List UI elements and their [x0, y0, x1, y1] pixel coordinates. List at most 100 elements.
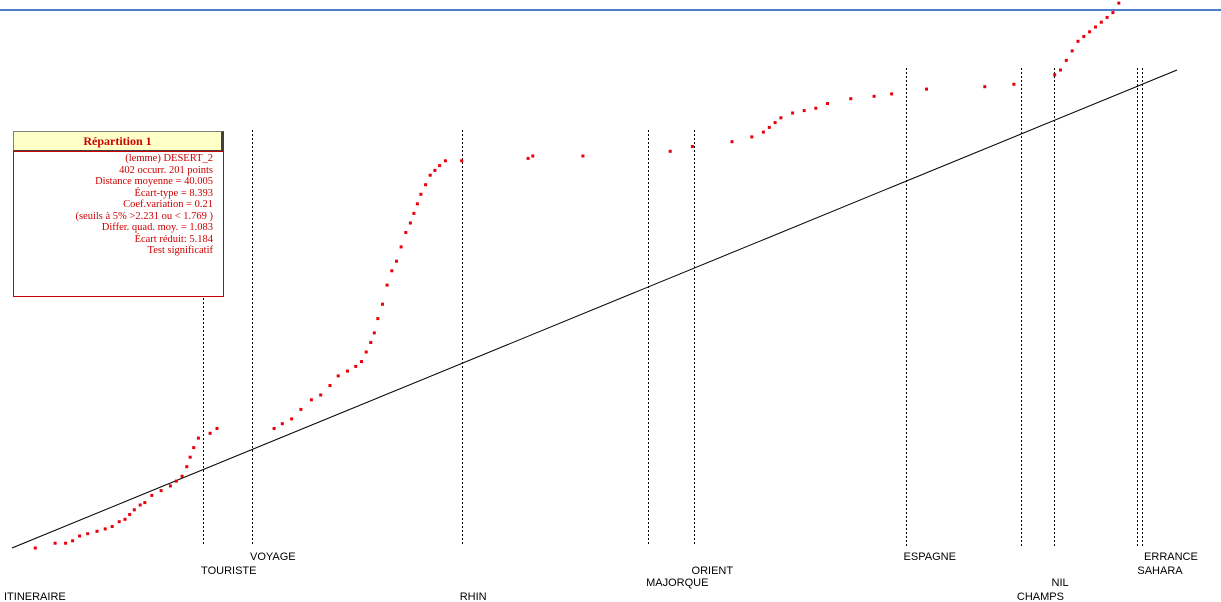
data-point [1012, 82, 1016, 86]
data-point [408, 221, 412, 225]
marker-label-majorque: MAJORQUE [646, 577, 708, 589]
data-point [364, 350, 368, 354]
data-point [791, 111, 795, 115]
data-point [1111, 11, 1115, 15]
data-point [750, 135, 754, 139]
data-point [71, 539, 75, 543]
data-point [433, 168, 437, 172]
data-point [290, 417, 294, 421]
data-point [1059, 68, 1062, 72]
data-point [872, 94, 876, 98]
data-point [419, 192, 423, 196]
data-point [360, 360, 363, 364]
data-point [385, 283, 389, 287]
data-point [138, 503, 142, 507]
data-point [208, 431, 212, 435]
data-point [64, 541, 68, 545]
panel-line-differ: Differ. quad. moy. = 1.083 [101, 222, 213, 233]
data-point [1094, 25, 1097, 29]
data-point [168, 484, 172, 488]
panel-line-test: Test significatif [147, 245, 213, 256]
reference-line [11, 69, 1178, 549]
data-point [143, 501, 147, 505]
data-point [390, 269, 394, 273]
data-point [983, 85, 987, 89]
data-point [415, 202, 419, 206]
marker-label-touriste: TOURISTE [201, 565, 256, 577]
marker-label-voyage: VOYAGE [250, 551, 296, 563]
panel-line-lemme: (lemme) DESERT_2 [125, 153, 213, 164]
data-point [86, 532, 90, 536]
data-point [280, 422, 284, 426]
data-point [730, 140, 734, 144]
data-point [773, 121, 777, 125]
panel-line-distance: Distance moyenne = 40.005 [95, 176, 213, 187]
data-point [174, 479, 178, 483]
data-point [802, 109, 806, 113]
data-point [309, 398, 313, 402]
panel-body: (lemme) DESERT_2 402 occurr. 201 points … [13, 151, 224, 297]
data-point [1099, 20, 1103, 24]
data-point [1105, 15, 1109, 19]
data-point [438, 164, 442, 168]
data-point [103, 527, 107, 531]
data-point [1070, 49, 1074, 53]
data-point [369, 341, 373, 344]
marker-label-orient: ORIENT [692, 565, 734, 577]
data-point [849, 97, 853, 101]
data-point [581, 154, 585, 158]
data-point [1082, 35, 1086, 38]
data-point [526, 156, 530, 160]
data-point [196, 436, 200, 440]
panel-line-coef-variation: Coef.variation = 0.21 [123, 199, 213, 210]
marker-label-nil: NIL [1052, 577, 1069, 589]
data-point [336, 374, 340, 378]
data-point [78, 534, 82, 538]
data-point [188, 455, 192, 459]
data-point [925, 87, 928, 91]
data-point [1076, 39, 1080, 43]
data-point [328, 384, 332, 387]
data-point [150, 493, 154, 497]
data-point [117, 520, 121, 524]
marker-lines [203, 68, 1143, 546]
data-point [159, 489, 163, 493]
marker-label-rhin: RHIN [460, 591, 487, 602]
marker-label-errance: ERRANCE [1144, 551, 1198, 563]
data-point [110, 525, 114, 528]
data-point [192, 446, 196, 450]
data-point [33, 546, 37, 550]
marker-label-sahara: SAHARA [1137, 565, 1183, 577]
data-point [132, 508, 136, 512]
data-point [399, 245, 403, 249]
data-point [460, 159, 464, 163]
data-point [531, 154, 535, 158]
panel-line-ecart-reduit: Écart réduit: 5.184 [134, 233, 213, 245]
data-point [95, 529, 99, 533]
data-point [779, 116, 783, 120]
panel-line-occurrences: 402 occurr. 201 points [119, 164, 213, 176]
panel-line-ecart-type: Écart-type = 8.393 [134, 187, 213, 199]
data-point [346, 369, 349, 373]
data-point [690, 145, 694, 148]
data-point [381, 302, 384, 306]
data-point [668, 149, 672, 153]
data-point [767, 125, 771, 129]
panel-line-seuils: (seuils à 5% >2.231 ou < 1.769 ) [75, 210, 213, 222]
data-point [761, 130, 765, 134]
data-point [814, 106, 818, 110]
data-point [128, 513, 132, 516]
data-point [319, 393, 323, 397]
stats-panel[interactable]: Répartition 1 (lemme) DESERT_2 402 occur… [13, 131, 224, 297]
panel-title[interactable]: Répartition 1 [13, 131, 224, 151]
data-point [424, 183, 428, 187]
data-point [376, 317, 380, 321]
data-point [215, 427, 219, 430]
data-point [890, 92, 894, 96]
data-point [428, 173, 432, 177]
data-points [33, 1, 1121, 550]
data-point [404, 231, 408, 234]
data-point [53, 541, 57, 545]
data-point [299, 407, 303, 411]
